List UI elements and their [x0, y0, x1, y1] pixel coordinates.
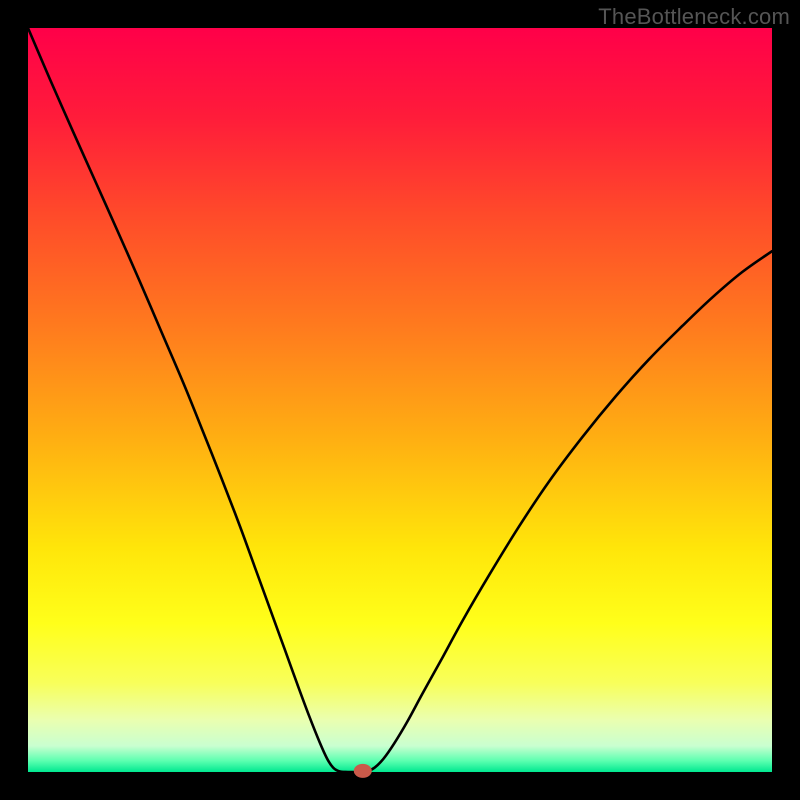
gradient-background	[28, 28, 772, 772]
chart-stage: TheBottleneck.com	[0, 0, 800, 800]
optimum-marker	[354, 764, 372, 778]
bottleneck-chart	[0, 0, 800, 800]
watermark-text: TheBottleneck.com	[598, 4, 790, 30]
